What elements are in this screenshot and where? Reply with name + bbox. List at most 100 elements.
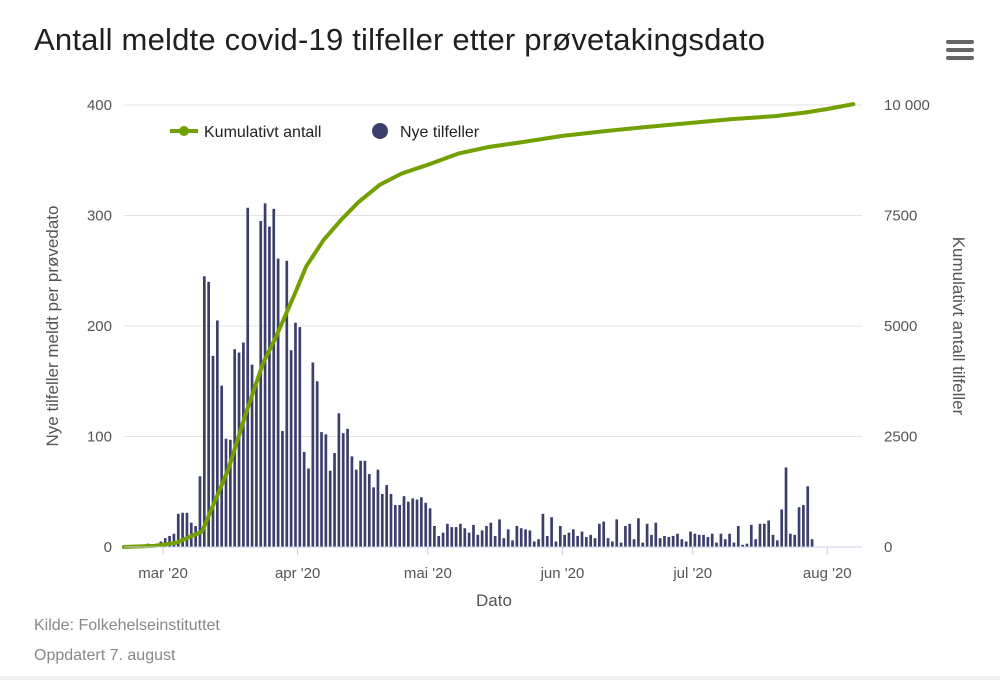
bar-nye-tilfeller[interactable] xyxy=(754,539,757,547)
bar-nye-tilfeller[interactable] xyxy=(606,538,610,547)
bar-nye-tilfeller[interactable] xyxy=(259,221,263,547)
bar-nye-tilfeller[interactable] xyxy=(524,529,527,547)
bar-nye-tilfeller[interactable] xyxy=(550,517,553,547)
bar-nye-tilfeller[interactable] xyxy=(359,460,362,547)
bar-nye-tilfeller[interactable] xyxy=(441,532,445,547)
bar-nye-tilfeller[interactable] xyxy=(202,276,206,547)
bar-nye-tilfeller[interactable] xyxy=(558,526,562,547)
bar-nye-tilfeller[interactable] xyxy=(515,526,519,547)
bar-nye-tilfeller[interactable] xyxy=(333,453,336,547)
bar-nye-tilfeller[interactable] xyxy=(537,539,540,547)
bar-nye-tilfeller[interactable] xyxy=(806,486,810,547)
bar-nye-tilfeller[interactable] xyxy=(645,523,649,547)
bar-nye-tilfeller[interactable] xyxy=(684,541,688,547)
bar-nye-tilfeller[interactable] xyxy=(285,260,289,547)
bar-nye-tilfeller[interactable] xyxy=(723,539,727,547)
bar-nye-tilfeller[interactable] xyxy=(485,526,488,547)
bar-nye-tilfeller[interactable] xyxy=(728,533,731,547)
bar-nye-tilfeller[interactable] xyxy=(272,208,276,547)
bar-nye-tilfeller[interactable] xyxy=(780,509,784,547)
bar-nye-tilfeller[interactable] xyxy=(619,542,623,547)
bar-nye-tilfeller[interactable] xyxy=(224,438,228,547)
bar-nye-tilfeller[interactable] xyxy=(411,498,415,547)
bar-nye-tilfeller[interactable] xyxy=(706,537,710,547)
bar-nye-tilfeller[interactable] xyxy=(446,523,449,547)
bar-nye-tilfeller[interactable] xyxy=(428,508,432,547)
bar-nye-tilfeller[interactable] xyxy=(593,538,597,547)
bar-nye-tilfeller[interactable] xyxy=(215,320,219,547)
bar-nye-tilfeller[interactable] xyxy=(615,519,619,548)
bar-nye-tilfeller[interactable] xyxy=(289,350,293,547)
bar-nye-tilfeller[interactable] xyxy=(242,342,245,547)
bar-nye-tilfeller[interactable] xyxy=(736,526,740,547)
bar-nye-tilfeller[interactable] xyxy=(498,519,501,548)
bar-nye-tilfeller[interactable] xyxy=(541,513,545,547)
bar-nye-tilfeller[interactable] xyxy=(532,541,536,547)
bar-nye-tilfeller[interactable] xyxy=(389,493,393,547)
bar-nye-tilfeller[interactable] xyxy=(328,470,332,547)
legend-item-nye-tilfeller[interactable]: Nye tilfeller xyxy=(400,124,480,141)
bar-nye-tilfeller[interactable] xyxy=(307,468,310,547)
bar-nye-tilfeller[interactable] xyxy=(789,533,792,547)
bar-nye-tilfeller[interactable] xyxy=(350,456,354,547)
bar-nye-tilfeller[interactable] xyxy=(415,499,419,547)
bar-nye-tilfeller[interactable] xyxy=(554,541,558,547)
bar-nye-tilfeller[interactable] xyxy=(689,531,692,547)
bar-nye-tilfeller[interactable] xyxy=(732,542,736,547)
bar-nye-tilfeller[interactable] xyxy=(463,528,467,547)
bar-nye-tilfeller[interactable] xyxy=(506,529,510,547)
bar-nye-tilfeller[interactable] xyxy=(611,541,614,547)
bar-nye-tilfeller[interactable] xyxy=(628,523,632,547)
bar-nye-tilfeller[interactable] xyxy=(424,502,428,547)
bar-nye-tilfeller[interactable] xyxy=(632,539,636,547)
bar-nye-tilfeller[interactable] xyxy=(476,534,480,547)
bar-nye-tilfeller[interactable] xyxy=(797,507,801,547)
bar-nye-tilfeller[interactable] xyxy=(315,381,319,547)
bar-nye-tilfeller[interactable] xyxy=(602,521,606,547)
bar-nye-tilfeller[interactable] xyxy=(255,385,258,547)
bar-nye-tilfeller[interactable] xyxy=(758,523,762,547)
bar-nye-tilfeller[interactable] xyxy=(363,460,367,547)
bar-nye-tilfeller[interactable] xyxy=(393,505,397,547)
bar-nye-tilfeller[interactable] xyxy=(402,496,406,547)
bar-nye-tilfeller[interactable] xyxy=(385,485,388,547)
bar-nye-tilfeller[interactable] xyxy=(220,385,224,547)
bar-nye-tilfeller[interactable] xyxy=(784,467,788,547)
legend-item-kumulativt-antall[interactable]: Kumulativt antall xyxy=(204,124,321,141)
bar-nye-tilfeller[interactable] xyxy=(185,512,189,547)
bar-nye-tilfeller[interactable] xyxy=(398,505,402,547)
bar-nye-tilfeller[interactable] xyxy=(346,428,349,547)
bar-nye-tilfeller[interactable] xyxy=(762,523,766,547)
bar-nye-tilfeller[interactable] xyxy=(459,523,462,547)
bar-nye-tilfeller[interactable] xyxy=(810,539,814,547)
bar-nye-tilfeller[interactable] xyxy=(194,526,197,547)
bar-nye-tilfeller[interactable] xyxy=(181,512,184,547)
bar-nye-tilfeller[interactable] xyxy=(576,535,579,547)
bar-nye-tilfeller[interactable] xyxy=(528,530,532,547)
bar-nye-tilfeller[interactable] xyxy=(702,534,705,547)
bar-nye-tilfeller[interactable] xyxy=(710,533,714,547)
bar-nye-tilfeller[interactable] xyxy=(268,226,271,548)
bar-nye-tilfeller[interactable] xyxy=(749,524,753,547)
bar-nye-tilfeller[interactable] xyxy=(776,540,779,547)
bar-nye-tilfeller[interactable] xyxy=(407,501,410,547)
bar-nye-tilfeller[interactable] xyxy=(454,527,458,547)
bar-nye-tilfeller[interactable] xyxy=(229,439,232,547)
bar-nye-tilfeller[interactable] xyxy=(420,497,423,547)
bar-nye-tilfeller[interactable] xyxy=(563,534,566,547)
bar-nye-tilfeller[interactable] xyxy=(376,469,380,547)
bar-nye-tilfeller[interactable] xyxy=(697,534,701,547)
bar-nye-tilfeller[interactable] xyxy=(511,540,514,547)
bar-nye-tilfeller[interactable] xyxy=(324,434,328,547)
bar-nye-tilfeller[interactable] xyxy=(493,535,497,547)
bar-nye-tilfeller[interactable] xyxy=(680,539,684,547)
bar-nye-tilfeller[interactable] xyxy=(663,535,666,547)
bar-nye-tilfeller[interactable] xyxy=(450,527,454,547)
bar-nye-tilfeller[interactable] xyxy=(367,474,371,547)
bar-nye-tilfeller[interactable] xyxy=(263,203,267,547)
bar-nye-tilfeller[interactable] xyxy=(198,476,202,547)
bar-nye-tilfeller[interactable] xyxy=(715,542,718,547)
bar-nye-tilfeller[interactable] xyxy=(320,432,323,547)
bar-nye-tilfeller[interactable] xyxy=(380,493,384,547)
bar-nye-tilfeller[interactable] xyxy=(354,469,358,547)
